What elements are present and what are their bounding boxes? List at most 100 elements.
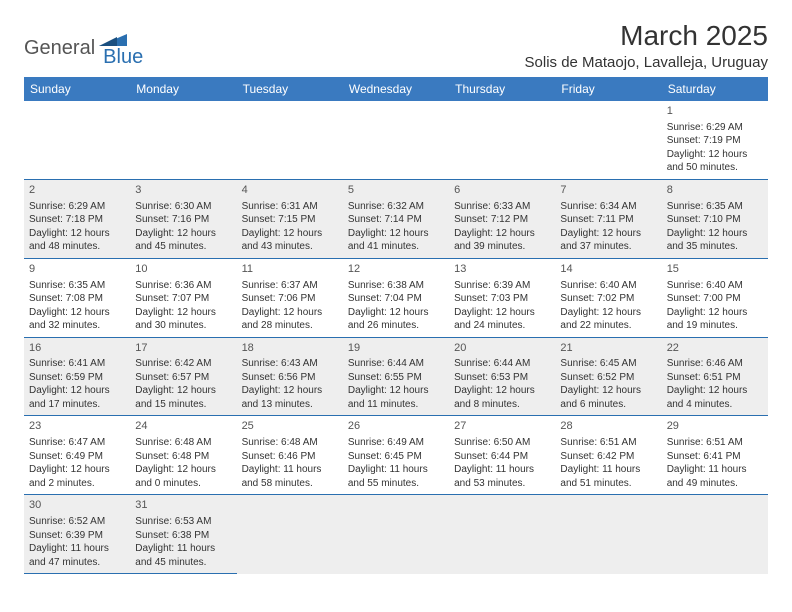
sunrise-line: Sunrise: 6:51 AM (560, 436, 656, 450)
day-number: 14 (560, 262, 656, 277)
calendar-cell (555, 101, 661, 179)
sunrise-line: Sunrise: 6:48 AM (242, 436, 338, 450)
sunrise-line: Sunrise: 6:31 AM (242, 200, 338, 214)
sunrise-line: Sunrise: 6:48 AM (135, 436, 231, 450)
calendar-body: 1Sunrise: 6:29 AMSunset: 7:19 PMDaylight… (24, 101, 768, 574)
sunset-line: Sunset: 6:38 PM (135, 529, 231, 543)
day-number: 30 (29, 498, 125, 513)
sunrise-line: Sunrise: 6:38 AM (348, 279, 444, 293)
calendar-cell: 14Sunrise: 6:40 AMSunset: 7:02 PMDayligh… (555, 258, 661, 337)
day-number: 25 (242, 419, 338, 434)
calendar-cell: 29Sunrise: 6:51 AMSunset: 6:41 PMDayligh… (662, 416, 768, 495)
day-header-row: Sunday Monday Tuesday Wednesday Thursday… (24, 77, 768, 101)
sunset-line: Sunset: 6:51 PM (667, 371, 763, 385)
day-number: 17 (135, 341, 231, 356)
sunset-line: Sunset: 7:00 PM (667, 292, 763, 306)
sunrise-line: Sunrise: 6:29 AM (667, 121, 763, 135)
calendar-cell: 7Sunrise: 6:34 AMSunset: 7:11 PMDaylight… (555, 179, 661, 258)
daylight-line: Daylight: 12 hours and 22 minutes. (560, 306, 656, 333)
day-number: 29 (667, 419, 763, 434)
calendar-cell (555, 495, 661, 574)
calendar-cell: 31Sunrise: 6:53 AMSunset: 6:38 PMDayligh… (130, 495, 236, 574)
sunset-line: Sunset: 7:12 PM (454, 213, 550, 227)
month-title: March 2025 (525, 20, 768, 52)
day-number: 19 (348, 341, 444, 356)
calendar-cell (449, 101, 555, 179)
day-number: 8 (667, 183, 763, 198)
calendar-cell (449, 495, 555, 574)
day-number: 18 (242, 341, 338, 356)
sunset-line: Sunset: 7:03 PM (454, 292, 550, 306)
title-block: March 2025 Solis de Mataojo, Lavalleja, … (525, 20, 768, 71)
daylight-line: Daylight: 12 hours and 35 minutes. (667, 227, 763, 254)
sunrise-line: Sunrise: 6:50 AM (454, 436, 550, 450)
sunrise-line: Sunrise: 6:35 AM (667, 200, 763, 214)
sunrise-line: Sunrise: 6:34 AM (560, 200, 656, 214)
calendar-table: Sunday Monday Tuesday Wednesday Thursday… (24, 77, 768, 574)
header: General Blue March 2025 Solis de Mataojo… (24, 20, 768, 71)
calendar-row: 1Sunrise: 6:29 AMSunset: 7:19 PMDaylight… (24, 101, 768, 179)
day-number: 31 (135, 498, 231, 513)
day-number: 2 (29, 183, 125, 198)
calendar-cell (343, 101, 449, 179)
calendar-cell: 24Sunrise: 6:48 AMSunset: 6:48 PMDayligh… (130, 416, 236, 495)
day-number: 9 (29, 262, 125, 277)
calendar-cell: 20Sunrise: 6:44 AMSunset: 6:53 PMDayligh… (449, 337, 555, 416)
daylight-line: Daylight: 12 hours and 17 minutes. (29, 384, 125, 411)
calendar-cell (237, 495, 343, 574)
sunset-line: Sunset: 7:06 PM (242, 292, 338, 306)
daylight-line: Daylight: 12 hours and 6 minutes. (560, 384, 656, 411)
calendar-row: 30 Sunrise: 6:52 AMSunset: 6:39 PMDayligh… (24, 495, 768, 574)
day-number: 27 (454, 419, 550, 434)
day-number: 28 (560, 419, 656, 434)
day-number: 20 (454, 341, 550, 356)
calendar-cell: 10Sunrise: 6:36 AMSunset: 7:07 PMDayligh… (130, 258, 236, 337)
calendar-cell: 16Sunrise: 6:41 AMSunset: 6:59 PMDayligh… (24, 337, 130, 416)
daylight-line: Daylight: 12 hours and 43 minutes. (242, 227, 338, 254)
sunrise-line: Sunrise: 6:42 AM (135, 357, 231, 371)
sunset-line: Sunset: 6:42 PM (560, 450, 656, 464)
sunrise-line: Sunrise: 6:43 AM (242, 357, 338, 371)
day-number: 7 (560, 183, 656, 198)
daylight-line: Daylight: 12 hours and 50 minutes. (667, 148, 763, 175)
sunrise-line: Sunrise: 6:36 AM (135, 279, 231, 293)
day-header: Tuesday (237, 77, 343, 101)
calendar-cell: 19Sunrise: 6:44 AMSunset: 6:55 PMDayligh… (343, 337, 449, 416)
daylight-line: Daylight: 12 hours and 15 minutes. (135, 384, 231, 411)
calendar-cell (662, 495, 768, 574)
day-number: 15 (667, 262, 763, 277)
calendar-cell: 15Sunrise: 6:40 AMSunset: 7:00 PMDayligh… (662, 258, 768, 337)
calendar-row: 2Sunrise: 6:29 AMSunset: 7:18 PMDaylight… (24, 179, 768, 258)
calendar-cell (237, 101, 343, 179)
day-number: 4 (242, 183, 338, 198)
calendar-cell: 4Sunrise: 6:31 AMSunset: 7:15 PMDaylight… (237, 179, 343, 258)
calendar-cell (24, 101, 130, 179)
day-number: 5 (348, 183, 444, 198)
calendar-cell: 12Sunrise: 6:38 AMSunset: 7:04 PMDayligh… (343, 258, 449, 337)
calendar-cell: 3Sunrise: 6:30 AMSunset: 7:16 PMDaylight… (130, 179, 236, 258)
sunrise-line: Sunrise: 6:39 AM (454, 279, 550, 293)
day-header: Friday (555, 77, 661, 101)
sunset-line: Sunset: 6:46 PM (242, 450, 338, 464)
daylight-line: Daylight: 12 hours and 39 minutes. (454, 227, 550, 254)
daylight-line: Daylight: 11 hours and 55 minutes. (348, 463, 444, 490)
calendar-cell: 9Sunrise: 6:35 AMSunset: 7:08 PMDaylight… (24, 258, 130, 337)
sunrise-line: Sunrise: 6:45 AM (560, 357, 656, 371)
sunrise-line: Sunrise: 6:52 AM (29, 515, 125, 529)
sunset-line: Sunset: 6:39 PM (29, 529, 125, 543)
day-header: Monday (130, 77, 236, 101)
sunrise-line: Sunrise: 6:41 AM (29, 357, 125, 371)
day-header: Thursday (449, 77, 555, 101)
sunset-line: Sunset: 6:49 PM (29, 450, 125, 464)
calendar-cell: 17Sunrise: 6:42 AMSunset: 6:57 PMDayligh… (130, 337, 236, 416)
sunset-line: Sunset: 7:18 PM (29, 213, 125, 227)
sunrise-line: Sunrise: 6:35 AM (29, 279, 125, 293)
sunrise-line: Sunrise: 6:44 AM (348, 357, 444, 371)
sunset-line: Sunset: 7:14 PM (348, 213, 444, 227)
day-number: 3 (135, 183, 231, 198)
sunset-line: Sunset: 6:52 PM (560, 371, 656, 385)
calendar-cell: 2Sunrise: 6:29 AMSunset: 7:18 PMDaylight… (24, 179, 130, 258)
logo-text-blue: Blue (103, 46, 143, 69)
daylight-line: Daylight: 11 hours and 49 minutes. (667, 463, 763, 490)
daylight-line: Daylight: 11 hours and 47 minutes. (29, 542, 125, 569)
